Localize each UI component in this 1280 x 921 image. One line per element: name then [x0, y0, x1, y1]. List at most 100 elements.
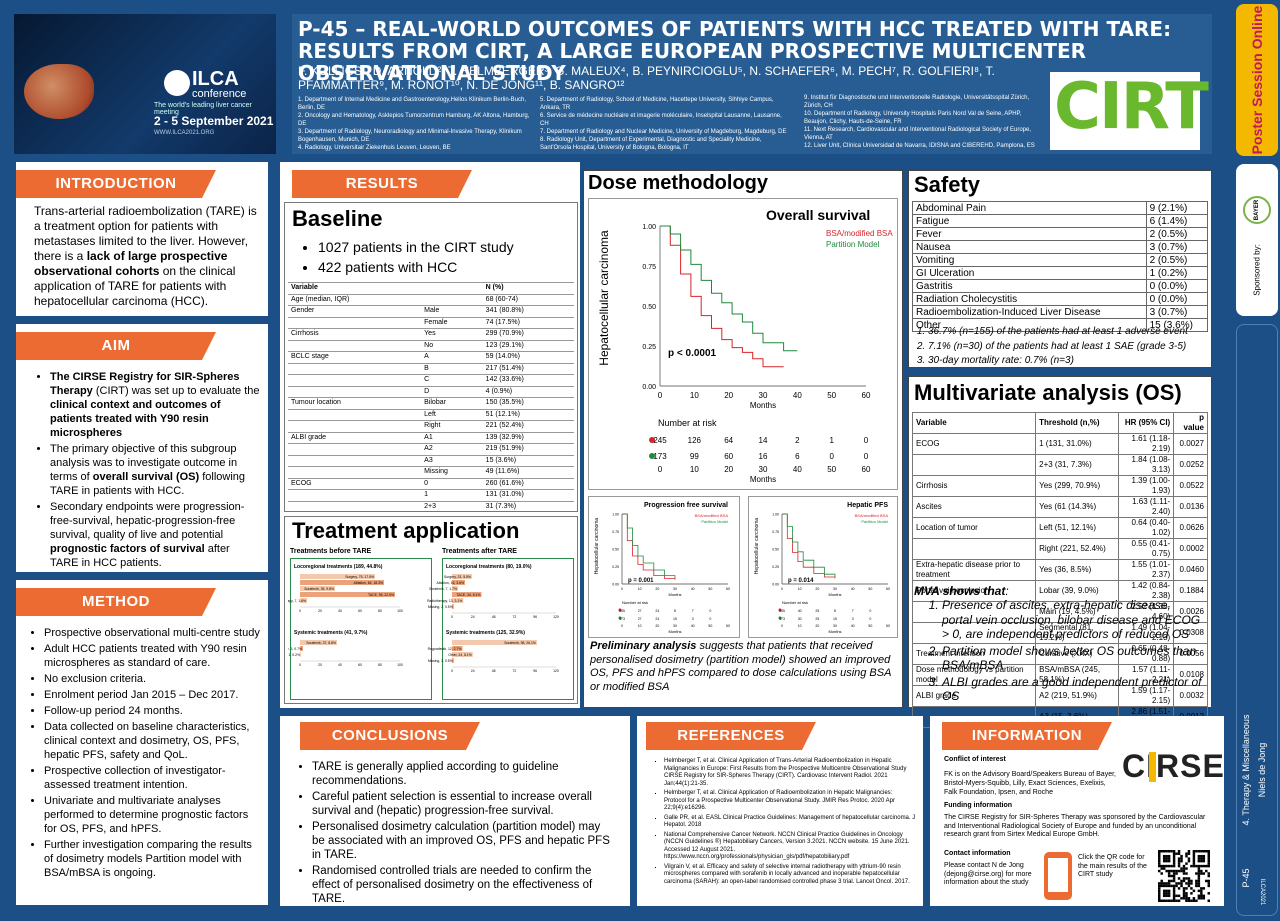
qr-module [1167, 874, 1171, 878]
table-row-cell [288, 374, 422, 386]
qr-module [1170, 899, 1173, 902]
qr-module [1167, 879, 1171, 883]
table-row-cell: Bilobar [421, 397, 483, 409]
qr-module [1172, 884, 1176, 888]
qr-module [1185, 887, 1188, 890]
risk-x-tick: 30 [833, 624, 837, 628]
risk-value: 14 [759, 436, 768, 445]
risk-value: 15 [673, 617, 677, 621]
treatment-tick: 60 [358, 663, 362, 667]
y-tick-label: 1.00 [642, 224, 656, 231]
risk-marker-partition [618, 616, 622, 620]
risk-x-tick: 20 [815, 624, 819, 628]
survival-curve [782, 513, 836, 577]
table-row-cell: 15 (3.6%) [482, 454, 574, 467]
table-row-cell: 68 (60-74) [482, 293, 574, 306]
safety-row-cell: 0 (0.0%) [1145, 292, 1209, 306]
aim-b3c: after TARE in HCC patients. [50, 543, 230, 569]
os-chart: 1.000.750.500.250.000 10 20 30 40 50 60MonthsH… [597, 207, 893, 484]
qr-module [1195, 882, 1198, 885]
mva-header-cell: p value [1173, 412, 1208, 434]
risk-marker-bsa [618, 608, 622, 612]
survival-curve [622, 513, 676, 579]
table-row-cell [288, 408, 422, 421]
mva-row-cell: Cirrhosis [911, 475, 1037, 497]
qr-module [1192, 850, 1196, 853]
risk-x-tick: 50 [827, 465, 836, 474]
qr-module [1192, 862, 1196, 865]
table-row-cell: ECOG [288, 477, 422, 490]
table-row: Age (median, IQR) 68 (60-74) [288, 293, 574, 306]
y-tick-label: 0.00 [642, 384, 656, 391]
qr-module [1187, 899, 1191, 902]
treatment-bar [300, 652, 301, 657]
treatment-bar-label: Sorafenib, 37, 8.8% [306, 641, 336, 645]
qr-module [1192, 897, 1196, 900]
qr-module [1182, 892, 1186, 895]
risk-title: Number at risk [658, 418, 717, 428]
references-label: REFERENCES [646, 722, 816, 750]
y-tick-label: 0.25 [642, 344, 656, 351]
qr-module [1207, 874, 1210, 878]
treatment-tick: 0 [451, 615, 453, 619]
treatment-bar-label: Surgery, 23, 5.5% [444, 575, 471, 579]
qr-module [1180, 857, 1183, 860]
mva-point: Presence of ascites, extra-hepatic disea… [942, 598, 1202, 642]
qr-module [1162, 894, 1166, 898]
qr-module [1172, 869, 1176, 873]
os-pvalue: p < 0.0001 [668, 348, 717, 359]
qr-module [1182, 894, 1186, 898]
qr-module [1175, 852, 1178, 855]
table-row-cell: 221 (52.4%) [482, 420, 574, 432]
treatment-bar-label: Ablation, 84, 18.3% [354, 581, 383, 585]
qr-module [1160, 879, 1163, 883]
table-row-cell [288, 466, 422, 478]
treatment-bar-label: Radiotherapy, 7, 1.6% [288, 599, 306, 603]
qr-module [1180, 879, 1183, 883]
qr-module [1187, 877, 1191, 880]
table-row: A2 219 (51.9%) [288, 443, 574, 455]
liver-graphic [24, 64, 94, 119]
qr-module [1187, 852, 1191, 855]
qr-module [1197, 867, 1201, 870]
qr-module [1167, 892, 1171, 895]
qr-module [1187, 897, 1191, 900]
table-row: Tumour location Bilobar 150 (35.5%) [288, 397, 574, 409]
method-item: Adult HCC patients treated with Y90 resi… [44, 642, 260, 670]
safety-row-cell: Nausea [912, 240, 1147, 254]
treatment-tick: 96 [533, 615, 537, 619]
treatment-tick: 40 [338, 663, 342, 667]
x-tick-label: 20 [655, 587, 659, 591]
risk-x-label: Months [750, 475, 776, 484]
aim-list: The CIRSE Registry for SIR-Spheres Thera… [34, 370, 260, 572]
mva-row-cell: 0.0027 [1173, 433, 1208, 455]
qr-module [1170, 864, 1173, 868]
risk-x-tick: 20 [655, 624, 659, 628]
track-text: 4. Therapy & Miscellaneous [1241, 714, 1251, 826]
treatment-bar-label: Regorafenib, 12, 2.7% [428, 647, 462, 651]
table-row: Cirrhosis Yes 299 (70.9%) [288, 328, 574, 340]
mva-row-cell: 0.0308 [1173, 622, 1208, 644]
aim-b1b: (CIRT) was set up to evaluate the [92, 385, 260, 397]
qr-module [1177, 850, 1181, 853]
qr-module [1158, 850, 1161, 853]
table-row: Right 221 (52.4%) [288, 420, 574, 432]
table-row-cell: 142 (33.6%) [482, 374, 574, 386]
qr-module [1170, 879, 1173, 883]
risk-value: 25 [815, 617, 819, 621]
authors: F. KOLLIGS¹, D. ARNOLD², T. HELMBERGER³,… [298, 64, 995, 92]
safety-row-cell: Vomiting [912, 253, 1147, 267]
table-row-cell: C [421, 374, 483, 386]
y-tick-label: 0.00 [772, 583, 779, 587]
qr-module [1197, 857, 1201, 860]
coi-text: FK is on the Advisory Board/Speakers Bur… [944, 771, 1116, 796]
cirse-logo: CIRSE [1122, 748, 1225, 784]
x-tick-label: 30 [759, 391, 768, 400]
qr-code[interactable] [1158, 850, 1210, 902]
conclusions-list: TARE is generally applied according to g… [296, 760, 616, 908]
qr-module [1162, 850, 1166, 853]
os-chart-box [588, 198, 898, 490]
table-row-cell [421, 293, 483, 306]
qr-module [1197, 882, 1201, 885]
mva-points: Presence of ascites, extra-hepatic disea… [926, 598, 1202, 706]
